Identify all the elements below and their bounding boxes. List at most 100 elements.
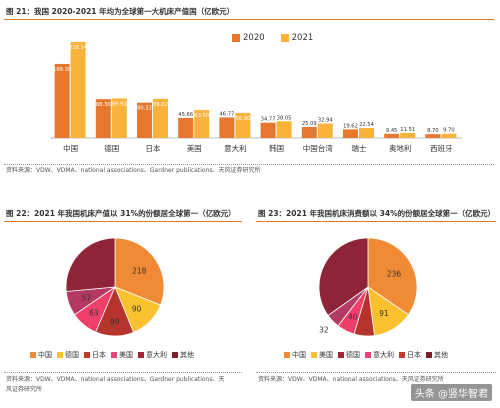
fig22-legend-item-3: 美国 xyxy=(111,350,133,360)
pie-slice-label-4: 57 xyxy=(82,293,92,302)
bar-label-2020-4: 46.77 xyxy=(219,111,234,117)
x-tick-label-1: 德国 xyxy=(104,143,119,153)
fig23-legend-item-2: 德国 xyxy=(338,350,360,360)
x-tick-label-2: 日本 xyxy=(146,143,161,153)
pie-slice-label-1: 91 xyxy=(379,309,389,318)
bar-2021-3 xyxy=(194,110,210,138)
fig23-legend-swatch-4 xyxy=(399,352,405,358)
fig22-legend-label-1: 德国 xyxy=(65,351,79,359)
bar-label-2020-3: 45.66 xyxy=(178,112,193,118)
bar-2020-1 xyxy=(95,99,111,138)
bar-label-2020-9: 8.70 xyxy=(427,128,439,134)
fig23-legend-item-3: 意大利 xyxy=(365,350,394,360)
pie-slice-label-3: 40 xyxy=(348,313,358,322)
bar-2020-9 xyxy=(425,134,441,138)
x-tick-label-9: 西班牙 xyxy=(430,143,453,153)
fig23-legend-label-4: 日本 xyxy=(407,351,421,359)
fig22-title-rule xyxy=(4,221,242,222)
bar-label-2020-7: 19.62 xyxy=(343,123,358,129)
fig23-legend-label-3: 意大利 xyxy=(373,351,394,359)
fig23-legend-swatch-1 xyxy=(311,352,317,358)
x-tick-label-8: 奥地利 xyxy=(389,143,412,153)
bar-2020-2 xyxy=(137,102,152,138)
fig22-legend-item-1: 德国 xyxy=(57,350,79,360)
fig23-legend: 中国 美国 德国 意大利 日本 其他 xyxy=(284,350,453,360)
fig22-legend-label-2: 日本 xyxy=(92,351,106,359)
pie-slice-0 xyxy=(114,237,165,306)
bar-label-2021-4: 56.90 xyxy=(235,116,250,122)
fig22-legend-label-0: 中国 xyxy=(38,351,52,359)
bar-label-2021-2: 89.02 xyxy=(153,102,168,108)
x-tick-label-3: 美国 xyxy=(187,143,202,153)
fig23-legend-label-2: 德国 xyxy=(346,351,360,359)
pie-slice-5 xyxy=(65,237,116,292)
bar-2021-2 xyxy=(153,98,168,138)
fig23-legend-item-0: 中国 xyxy=(284,350,306,360)
bar-label-2021-1: 89.91 xyxy=(112,101,127,107)
bar-2021-1 xyxy=(111,98,127,138)
fig22-source-rule xyxy=(4,372,242,373)
fig22-legend-label-3: 美国 xyxy=(119,351,133,359)
bar-2020-6 xyxy=(301,126,317,138)
bar-2020-7 xyxy=(343,129,358,138)
x-tick-label-5: 韩国 xyxy=(269,143,284,153)
x-tick-label-0: 中国 xyxy=(63,143,78,153)
pie-slice-0 xyxy=(367,237,418,316)
bar-2021-4 xyxy=(235,112,251,138)
legend-2021: 2021 xyxy=(280,33,314,43)
fig23-source-rule xyxy=(256,372,496,373)
bar-2021-6 xyxy=(317,123,333,138)
pie-slice-label-3: 63 xyxy=(89,309,99,318)
bar-label-2021-9: 9.70 xyxy=(443,128,455,134)
fig21-source: 资料来源：VDW、VDMA、national associations、Gard… xyxy=(6,167,261,174)
bar-label-2021-0: 218.14 xyxy=(69,45,88,51)
fig23-title: 图 23：2021 年我国机床消费额以 34%的份额居全球第一（亿欧元） xyxy=(258,209,496,218)
bar-2020-3 xyxy=(178,117,194,138)
bar-label-2020-8: 9.45 xyxy=(386,128,398,134)
bar-label-2020-2: 80.32 xyxy=(137,106,152,112)
fig21-title-rule xyxy=(4,19,494,20)
x-tick-label-6: 中国台湾 xyxy=(303,143,333,153)
pie-slice-label-4: 32 xyxy=(319,325,329,334)
legend-2020: 2020 xyxy=(232,33,265,43)
fig22-legend-item-5: 其他 xyxy=(172,350,194,360)
fig22-legend-item-4: 意大利 xyxy=(138,350,167,360)
x-tick-label-4: 意大利 xyxy=(224,143,247,153)
bar-2020-0 xyxy=(54,63,70,138)
bar-label-2021-8: 11.51 xyxy=(400,127,415,133)
pie-slice-label-1: 90 xyxy=(132,304,142,313)
fig21-source-rule xyxy=(4,164,494,165)
bar-label-2021-5: 38.05 xyxy=(277,115,292,121)
pie-slice-label-0: 236 xyxy=(387,269,402,278)
fig22-legend-swatch-4 xyxy=(138,352,144,358)
fig22-legend-item-0: 中国 xyxy=(30,350,52,360)
bar-label-2020-6: 25.09 xyxy=(302,121,317,127)
bar-2021-0 xyxy=(70,42,86,138)
bar-label-2020-5: 34.77 xyxy=(261,117,276,123)
legend-2020-label: 2020 xyxy=(243,33,265,43)
bar-2021-5 xyxy=(276,121,292,138)
fig23-legend-label-1: 美国 xyxy=(319,351,333,359)
fig22-legend-swatch-0 xyxy=(30,352,36,358)
fig22-source-line1: 资料来源：VDW、VDMA、national associations、Gard… xyxy=(6,376,225,383)
fig21-title: 图 21：我国 2020-2021 年均为全球第一大机床产值国（亿欧元） xyxy=(6,7,235,16)
bar-label-2020-0: 168.30 xyxy=(53,67,71,73)
fig22-legend-swatch-1 xyxy=(57,352,63,358)
bar-2020-8 xyxy=(384,133,400,138)
fig23-source: 资料来源：VDW、VDMA、national associations、天风证券… xyxy=(258,376,444,383)
bar-label-2021-3: 63.50 xyxy=(194,113,209,119)
fig23-legend-swatch-2 xyxy=(338,352,344,358)
legend-2021-swatch xyxy=(280,34,289,42)
bar-2020-5 xyxy=(260,122,276,138)
pie-slice-5 xyxy=(318,237,369,316)
fig23-title-rule xyxy=(256,221,496,222)
x-tick-label-7: 瑞士 xyxy=(352,143,367,153)
fig22-legend-label-5: 其他 xyxy=(180,351,194,359)
bar-2021-8 xyxy=(400,132,416,138)
bar-2021-9 xyxy=(441,133,457,138)
fig23-legend-label-0: 中国 xyxy=(292,351,306,359)
bar-2021-7 xyxy=(359,128,374,138)
legend-2021-label: 2021 xyxy=(291,33,314,43)
fig23-legend-item-5: 其他 xyxy=(426,350,448,360)
